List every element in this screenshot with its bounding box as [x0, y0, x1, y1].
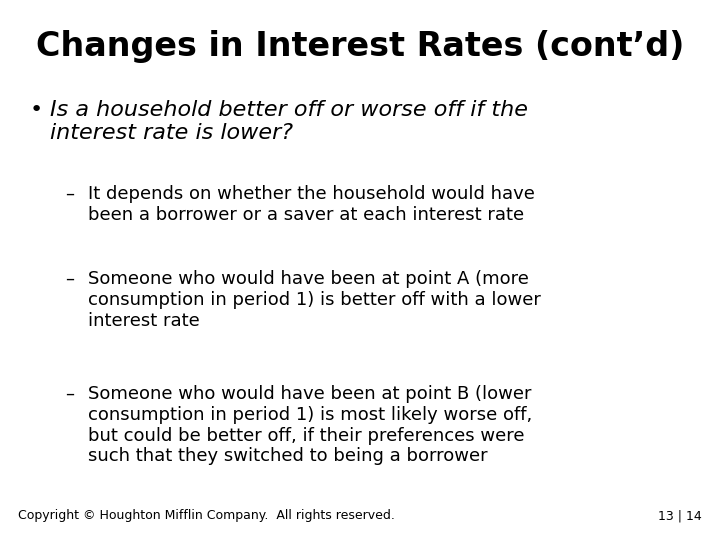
Text: Copyright © Houghton Mifflin Company.  All rights reserved.: Copyright © Houghton Mifflin Company. Al… — [18, 509, 395, 522]
Text: –: – — [65, 270, 74, 288]
Text: •: • — [30, 100, 43, 120]
Text: –: – — [65, 185, 74, 203]
Text: Someone who would have been at point A (more
consumption in period 1) is better : Someone who would have been at point A (… — [88, 270, 541, 329]
Text: Changes in Interest Rates (cont’d): Changes in Interest Rates (cont’d) — [36, 30, 685, 63]
Text: –: – — [65, 385, 74, 403]
Text: 13 | 14: 13 | 14 — [658, 509, 702, 522]
Text: Someone who would have been at point B (lower
consumption in period 1) is most l: Someone who would have been at point B (… — [88, 385, 532, 465]
Text: Is a household better off or worse off if the
interest rate is lower?: Is a household better off or worse off i… — [50, 100, 528, 143]
Text: It depends on whether the household would have
been a borrower or a saver at eac: It depends on whether the household woul… — [88, 185, 535, 224]
